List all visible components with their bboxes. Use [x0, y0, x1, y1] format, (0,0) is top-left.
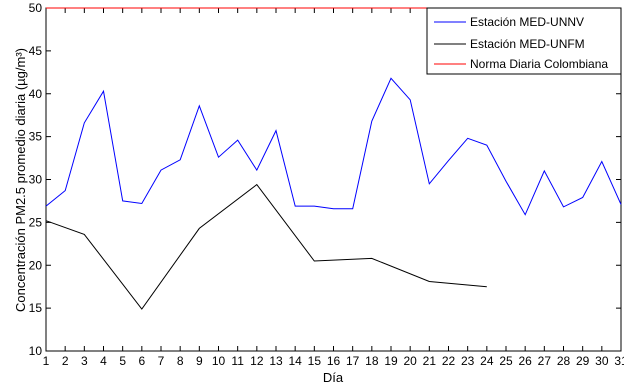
y-axis-label: Concentración PM2.5 promedio diaria (µg/…	[13, 48, 28, 312]
y-tick-label: 50	[29, 1, 43, 15]
x-tick-label: 28	[557, 354, 571, 368]
legend-label-unfm: Estación MED-UNFM	[470, 37, 585, 51]
series-line-1	[45, 183, 487, 310]
legend-label-norma: Norma Diaria Colombiana	[470, 57, 608, 71]
x-tick-label: 2	[62, 354, 69, 368]
y-tick-labels: 10 15 20 25 30 35 40 45 50	[29, 1, 43, 358]
legend: Estación MED-UNNV Estación MED-UNFM Norm…	[426, 7, 622, 75]
y-tick-label: 40	[29, 87, 43, 101]
x-tick-label: 6	[138, 354, 145, 368]
y-tick-label: 30	[29, 173, 43, 187]
x-tick-label: 26	[518, 354, 532, 368]
x-tick-label: 15	[308, 354, 322, 368]
x-tick-label: 16	[327, 354, 341, 368]
legend-label-unnv: Estación MED-UNNV	[470, 15, 584, 29]
x-tick-label: 23	[461, 354, 475, 368]
x-tick-label: 19	[384, 354, 398, 368]
x-tick-label: 8	[177, 354, 184, 368]
x-tick-label: 1	[43, 354, 50, 368]
x-tick-label: 17	[346, 354, 360, 368]
x-tick-label: 25	[499, 354, 513, 368]
x-tick-label: 5	[119, 354, 126, 368]
y-tick-label: 15	[29, 301, 43, 315]
y-tick-label: 10	[29, 344, 43, 358]
x-tick-label: 20	[403, 354, 417, 368]
x-tick-label: 29	[576, 354, 590, 368]
x-tick-label: 22	[442, 354, 456, 368]
x-tick-label: 21	[423, 354, 437, 368]
x-tick-label: 18	[365, 354, 379, 368]
y-tick-label: 20	[29, 258, 43, 272]
x-tick-label: 11	[231, 354, 244, 368]
x-tick-label: 13	[269, 354, 283, 368]
x-tick-label: 9	[196, 354, 203, 368]
series-line-0	[45, 77, 622, 216]
x-tick-label: 4	[100, 354, 107, 368]
x-tick-label: 14	[288, 354, 302, 368]
x-tick-label: 10	[212, 354, 226, 368]
x-tick-label: 30	[595, 354, 609, 368]
y-tick-label: 35	[29, 130, 43, 144]
x-tick-label: 3	[81, 354, 88, 368]
x-axis-label: Día	[323, 370, 344, 385]
y-tick-label: 45	[29, 44, 43, 58]
x-tick-label: 27	[538, 354, 552, 368]
x-tick-label: 12	[250, 354, 264, 368]
x-tick-label: 24	[480, 354, 494, 368]
x-tick-label: 31	[614, 354, 624, 368]
x-tick-label: 7	[158, 354, 165, 368]
x-tick-labels: 1 2 3 4 5 6 7 8 9 10 11 12 13 14 15 16 17 18 19 20 21 22 23 24 2…	[43, 354, 624, 368]
legend-box	[426, 7, 622, 75]
y-tick-label: 25	[29, 215, 43, 229]
